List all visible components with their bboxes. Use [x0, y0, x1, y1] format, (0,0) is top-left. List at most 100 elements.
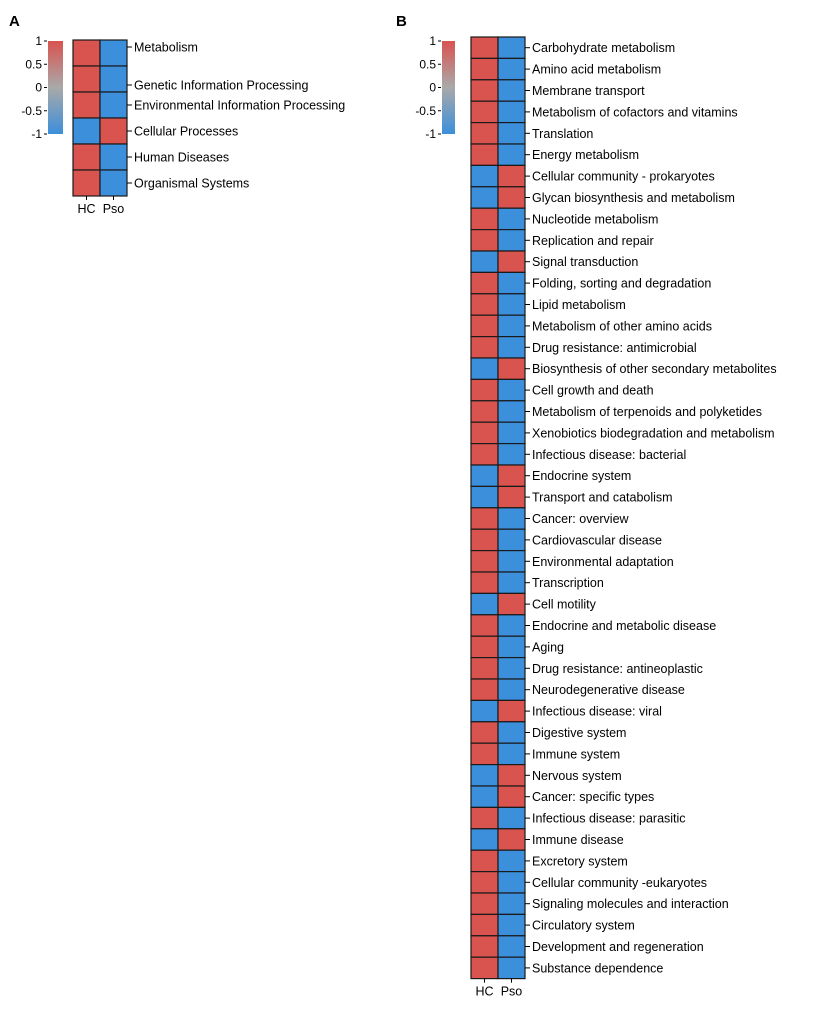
- panel-a-cell-hc: [72, 117, 101, 145]
- panel-b-cell-pso: [497, 614, 526, 637]
- panel-b-cell-pso: [497, 699, 526, 723]
- panel-b-cell-hc: [470, 528, 499, 552]
- panel-b-cell-pso: [497, 186, 526, 209]
- panel-b-row-label: Metabolism of other amino acids: [532, 319, 712, 333]
- panel-b-cell-hc: [470, 763, 499, 787]
- panel-b-cell-pso: [497, 421, 526, 445]
- panel-b-cell-hc: [470, 870, 499, 894]
- panel-b-colorbar-tick-label: -0.5: [415, 104, 436, 118]
- panel-a-column-label: Pso: [103, 202, 125, 216]
- panel-b-cell-pso: [497, 956, 526, 980]
- panel-b-cell-pso: [497, 250, 526, 273]
- panel-b-row-label: Biosynthesis of other secondary metaboli…: [532, 362, 777, 376]
- panel-a-heatmap: A 1 0.5 0 -0.5 -1 Metabolism Genetic Informatio…: [9, 13, 345, 216]
- panel-b-row-label: Replication and repair: [532, 234, 654, 248]
- panel-a-colorbar-tick-label: -1: [31, 127, 42, 141]
- panel-b-cell-pso: [497, 314, 526, 338]
- panel-a-row-label: Genetic Information Processing: [134, 79, 308, 93]
- panel-b-cell-pso: [497, 913, 526, 937]
- panel-b-cell-pso: [497, 485, 526, 509]
- panel-b-cell-hc: [470, 956, 499, 980]
- panel-b-cell-hc: [470, 186, 499, 209]
- panel-a-cell-pso: [99, 117, 128, 145]
- panel-b-row-label: Infectious disease: viral: [532, 705, 662, 719]
- panel-b-row-label: Infectious disease: parasitic: [532, 812, 686, 826]
- panel-a-cell-pso: [99, 39, 128, 67]
- panel-b-cell-hc: [470, 378, 499, 402]
- panel-a-column-label: HC: [77, 202, 95, 216]
- panel-a-colorbar: [48, 41, 63, 134]
- panel-b-cell-pso: [497, 592, 526, 616]
- panel-b-row-label: Xenobiotics biodegradation and metabolis…: [532, 426, 775, 440]
- panel-b-cell-pso: [497, 121, 526, 145]
- panel-a-row-label: Cellular Processes: [134, 125, 238, 139]
- panel-b-cell-pso: [497, 806, 526, 830]
- panel-b-row-label: Lipid metabolism: [532, 298, 626, 312]
- panel-b-row-label: Transcription: [532, 576, 604, 590]
- panel-a-cell-hc: [72, 143, 101, 171]
- panel-b-heatmap: B 1 0.5 0 -0.5 -1 Carbohydrate metabolism Amino…: [396, 13, 777, 999]
- panel-b-row-label: Immune system: [532, 747, 620, 761]
- panel-b-cell-hc: [470, 892, 499, 915]
- panel-b-cell-pso: [497, 935, 526, 958]
- panel-b-row-label: Metabolism of terpenoids and polyketides: [532, 405, 762, 419]
- panel-b-row-label: Environmental adaptation: [532, 555, 674, 569]
- panel-b-cell-pso: [497, 849, 526, 873]
- panel-b-cell-pso: [497, 36, 526, 59]
- panel-a-cell-pso: [99, 143, 128, 171]
- panel-b-cell-hc: [470, 721, 499, 744]
- panel-b-cell-hc: [470, 614, 499, 637]
- panel-b-cell-hc: [470, 828, 499, 851]
- panel-b-cell-pso: [497, 635, 526, 659]
- panel-b-row-label: Digestive system: [532, 726, 626, 740]
- panel-b-cell-hc: [470, 935, 499, 958]
- panel-a-cell-hc: [72, 39, 101, 67]
- panel-b-colorbar-tick-label: -1: [425, 127, 436, 141]
- panel-b-cell-hc: [470, 635, 499, 659]
- panel-b-row-label: Substance dependence: [532, 961, 663, 975]
- panel-b-row-label: Nucleotide metabolism: [532, 212, 658, 226]
- panel-a-cell-pso: [99, 169, 128, 197]
- panel-b-row-label: Glycan biosynthesis and metabolism: [532, 191, 735, 205]
- panel-b-row-label: Cell growth and death: [532, 384, 654, 398]
- panel-b-cell-pso: [497, 100, 526, 124]
- panel-b-cell-pso: [497, 549, 526, 573]
- panel-b-row-label: Signal transduction: [532, 255, 638, 269]
- panel-b-cell-hc: [470, 250, 499, 273]
- panel-b-row-label: Carbohydrate metabolism: [532, 41, 675, 55]
- panel-b-cell-hc: [470, 678, 499, 701]
- panel-b-cell-pso: [497, 742, 526, 766]
- panel-b-cell-pso: [497, 143, 526, 166]
- panel-a-colorbar-tick-label: 0.5: [25, 57, 42, 71]
- panel-b-cell-pso: [497, 357, 526, 380]
- panel-a-cell-hc: [72, 91, 101, 119]
- panel-b-cell-pso: [497, 229, 526, 252]
- panel-b-cell-pso: [497, 271, 526, 295]
- panel-b-cell-hc: [470, 507, 499, 530]
- panel-b-row-label: Aging: [532, 640, 564, 654]
- panel-b-cell-pso: [497, 378, 526, 402]
- panel-a-row-label: Human Diseases: [134, 151, 229, 165]
- panel-b-cell-hc: [470, 207, 499, 231]
- panel-b-row-label: Circulatory system: [532, 919, 635, 933]
- panel-a-cell-pso: [99, 91, 128, 119]
- panel-b-cell-hc: [470, 913, 499, 937]
- panel-b-row-label: Cancer: overview: [532, 512, 630, 526]
- panel-b-cell-pso: [497, 528, 526, 552]
- panel-a-colorbar-tick-label: 0: [35, 81, 42, 95]
- panel-b-cell-hc: [470, 699, 499, 723]
- panel-b-cell-hc: [470, 271, 499, 295]
- panel-b-row-label: Cellular community - prokaryotes: [532, 170, 715, 184]
- panel-b-cell-hc: [470, 293, 499, 316]
- panel-b-cell-hc: [470, 336, 499, 359]
- panel-b-row-label: Cell motility: [532, 598, 597, 612]
- panel-b-cell-hc: [470, 849, 499, 873]
- panel-b-cell-pso: [497, 464, 526, 487]
- panel-a-colorbar-tick-label: -0.5: [21, 104, 42, 118]
- panel-b-row-label: Amino acid metabolism: [532, 63, 661, 77]
- panel-b-row-label: Translation: [532, 127, 593, 141]
- panel-b-cell-pso: [497, 870, 526, 894]
- panel-b-cell-hc: [470, 464, 499, 487]
- panel-b-colorbar-tick-label: 1: [429, 34, 436, 48]
